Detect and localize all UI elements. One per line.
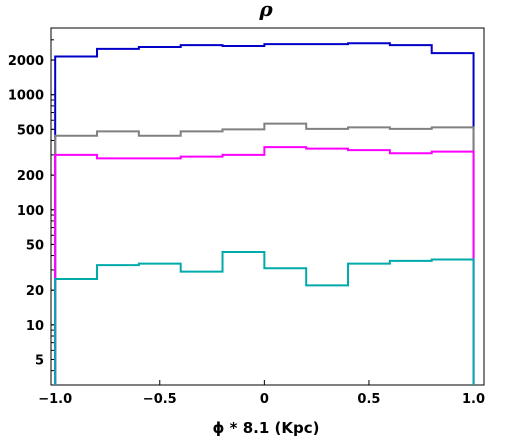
y-tick-label: 500: [17, 123, 44, 138]
y-tick-label: 20: [26, 284, 44, 299]
y-tick-label: 5: [35, 353, 44, 368]
histogram-series-3: [54, 250, 475, 385]
x-axis: −1.0 −0.5 0 0.5 1.0: [38, 380, 485, 407]
x-tick-label: −1.0: [38, 392, 72, 407]
x-tick-label: 1.0: [462, 392, 485, 407]
x-tick-label: −0.5: [143, 392, 177, 407]
histogram-series-0: [54, 42, 475, 385]
y-tick-label: 50: [26, 238, 44, 253]
histogram-series-2: [54, 146, 475, 385]
x-tick-label: 0.5: [357, 392, 380, 407]
y-axis: 5 10 20 50 100 200 500 1000 2000: [8, 39, 56, 386]
y-tick-label: 1000: [8, 89, 44, 104]
series-layer: [54, 42, 475, 385]
y-tick-label: 10: [26, 319, 44, 334]
y-tick-label: 2000: [8, 54, 44, 69]
y-tick-label: 100: [17, 204, 44, 219]
x-axis-label: ϕ * 8.1 (Kpc): [213, 419, 320, 437]
plot-frame: [50, 27, 485, 386]
histogram-series-1: [54, 122, 475, 385]
x-tick-label: 0: [260, 392, 269, 407]
y-tick-label: 200: [17, 169, 44, 184]
chart-title: ρ: [258, 0, 273, 21]
